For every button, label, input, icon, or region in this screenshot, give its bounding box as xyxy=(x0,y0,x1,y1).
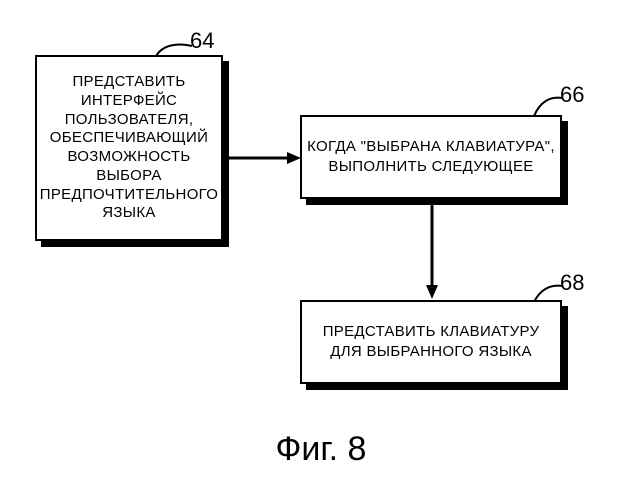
flowchart-canvas: ПРЕДСТАВИТЬ ИНТЕРФЕЙС ПОЛЬЗОВАТЕЛЯ, ОБЕС… xyxy=(0,0,642,500)
node-label-64: 64 xyxy=(190,28,214,54)
node-text: ПРЕДСТАВИТЬ КЛАВИАТУРУ ДЛЯ ВЫБРАННОГО ЯЗ… xyxy=(306,322,556,363)
node-label-66: 66 xyxy=(560,82,584,108)
edge-66-68 xyxy=(420,201,444,303)
node-text: КОГДА "ВЫБРАНА КЛАВИАТУРА", ВЫПОЛНИТЬ СЛ… xyxy=(306,137,556,178)
flow-node-68: ПРЕДСТАВИТЬ КЛАВИАТУРУ ДЛЯ ВЫБРАННОГО ЯЗ… xyxy=(300,300,562,384)
edge-64-66 xyxy=(225,148,305,168)
flow-node-66: КОГДА "ВЫБРАНА КЛАВИАТУРА", ВЫПОЛНИТЬ СЛ… xyxy=(300,115,562,199)
node-face: ПРЕДСТАВИТЬ ИНТЕРФЕЙС ПОЛЬЗОВАТЕЛЯ, ОБЕС… xyxy=(35,55,223,241)
node-face: КОГДА "ВЫБРАНА КЛАВИАТУРА", ВЫПОЛНИТЬ СЛ… xyxy=(300,115,562,199)
figure-caption: Фиг. 8 xyxy=(0,430,642,469)
flow-node-64: ПРЕДСТАВИТЬ ИНТЕРФЕЙС ПОЛЬЗОВАТЕЛЯ, ОБЕС… xyxy=(35,55,223,241)
node-face: ПРЕДСТАВИТЬ КЛАВИАТУРУ ДЛЯ ВЫБРАННОГО ЯЗ… xyxy=(300,300,562,384)
node-text: ПРЕДСТАВИТЬ ИНТЕРФЕЙС ПОЛЬЗОВАТЕЛЯ, ОБЕС… xyxy=(40,73,218,223)
node-label-68: 68 xyxy=(560,270,584,296)
